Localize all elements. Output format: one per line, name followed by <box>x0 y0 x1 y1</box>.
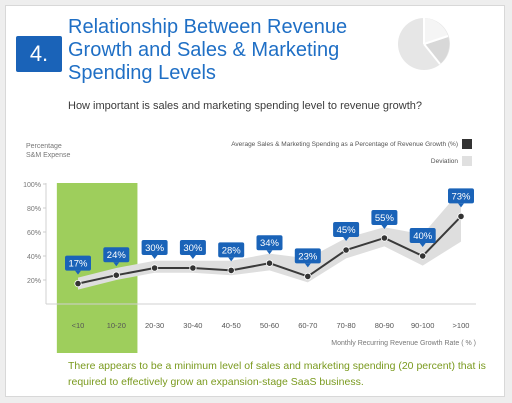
data-label-pointer <box>113 262 120 267</box>
data-label-text: 28% <box>222 245 242 256</box>
deviation-band <box>78 190 461 290</box>
data-label-text: 23% <box>298 251 318 262</box>
x-tick-label: 80-90 <box>375 321 394 330</box>
data-point <box>380 234 388 242</box>
footnote: There appears to be a minimum level of s… <box>68 360 486 388</box>
data-point <box>112 271 120 279</box>
data-label: 24% <box>103 247 130 267</box>
data-label: 34% <box>256 235 283 255</box>
data-label-box <box>409 228 436 243</box>
data-label-pointer <box>266 250 273 255</box>
data-label-text: 45% <box>337 225 357 236</box>
data-point <box>457 212 465 221</box>
data-label-text: 40% <box>413 231 433 242</box>
data-label: 45% <box>333 222 360 241</box>
data-label-box <box>103 247 130 263</box>
x-tick-label: 50-60 <box>260 321 279 330</box>
x-tick-label: 90-100 <box>411 321 434 330</box>
line-chart: Percentage S&M Expense Average Sales & M… <box>23 139 476 353</box>
data-label-pointer <box>228 257 235 262</box>
y-axis-label: Percentage S&M Expense <box>26 143 70 159</box>
data-label-box <box>333 222 360 237</box>
x-ticks: <10 10-20 20-30 30-40 40-50 50-60 60-70 70-80 80… <box>72 321 470 330</box>
data-label: 23% <box>294 248 321 268</box>
data-label: 17% <box>65 255 91 275</box>
data-label-pointer <box>381 225 388 229</box>
data-label-pointer <box>458 203 464 208</box>
x-tick-label: 30-40 <box>183 321 202 330</box>
data-point <box>265 259 274 267</box>
subtitle-question: How important is sales and marketing spe… <box>68 100 423 112</box>
data-label-box <box>294 248 321 264</box>
data-label-pointer <box>189 255 196 259</box>
data-point <box>151 264 159 272</box>
data-label-text: 34% <box>260 238 280 249</box>
data-label-box <box>179 240 206 255</box>
x-tick-label: <10 <box>72 321 85 330</box>
data-label: 30% <box>179 240 206 259</box>
data-label: 28% <box>218 242 245 262</box>
section-number-badge: 4. <box>16 36 62 72</box>
data-label-box <box>371 210 398 225</box>
x-tick-label: 70-80 <box>337 321 356 330</box>
data-label-text: 30% <box>145 243 165 254</box>
y-axis-label-line-2: S&M Expense <box>26 152 70 159</box>
pie-chart-icon <box>398 18 450 70</box>
x-tick-label: 40-50 <box>222 321 241 330</box>
infographic-card: 4. Relationship Between Revenue Growth a… <box>5 5 505 397</box>
data-point <box>189 264 197 272</box>
data-point <box>74 280 82 288</box>
y-axis-label-line-1: Percentage <box>26 143 62 150</box>
data-labels: 17% 24% 30% 30% 28% 34% 23% 45% 55% 40% 73% <box>65 188 474 275</box>
data-label: 40% <box>409 228 436 247</box>
page-title: Relationship Between Revenue Growth and … <box>68 16 348 84</box>
data-label-pointer <box>304 263 311 268</box>
data-label: 55% <box>371 210 398 229</box>
data-point <box>227 266 235 274</box>
x-tick-label: 10-20 <box>107 321 126 330</box>
data-label: 30% <box>141 240 168 259</box>
data-label-box <box>218 242 245 258</box>
legend-average-label: Average Sales & Marketing Spending as a … <box>231 141 458 148</box>
data-label-box <box>448 188 474 204</box>
x-tick-label: >100 <box>453 321 470 330</box>
data-point <box>342 246 350 254</box>
data-label-text: 30% <box>183 243 203 254</box>
x-axis-label: Monthly Recurring Revenue Growth Rate ( … <box>331 340 476 347</box>
legend-average-swatch <box>462 139 472 149</box>
y-tick-label: 60% <box>27 230 41 237</box>
data-point <box>419 252 427 260</box>
data-point <box>304 272 312 280</box>
data-label-box <box>141 240 168 255</box>
data-label-pointer <box>343 237 350 241</box>
legend-deviation-swatch <box>462 156 472 166</box>
data-label-pointer <box>75 270 81 275</box>
data-label-text: 55% <box>375 213 395 224</box>
data-label-box <box>65 255 91 271</box>
legend-deviation-label: Deviation <box>431 158 458 165</box>
y-tick-label: 40% <box>27 254 41 261</box>
data-label-text: 24% <box>107 250 127 261</box>
x-tick-label: 60-70 <box>298 321 317 330</box>
data-label-box <box>256 235 283 251</box>
data-label-pointer <box>419 243 426 247</box>
data-label-text: 73% <box>451 191 471 202</box>
y-tick-label: 80% <box>27 206 41 213</box>
x-tick-label: 20-30 <box>145 321 164 330</box>
y-ticks: 100% 80% 60% 40% 20% <box>23 182 46 285</box>
y-tick-label: 20% <box>27 278 41 285</box>
data-label-pointer <box>151 255 158 259</box>
data-label: 73% <box>448 188 474 208</box>
data-label-text: 17% <box>68 259 88 270</box>
y-tick-label: 100% <box>23 182 41 189</box>
data-points <box>74 212 465 288</box>
